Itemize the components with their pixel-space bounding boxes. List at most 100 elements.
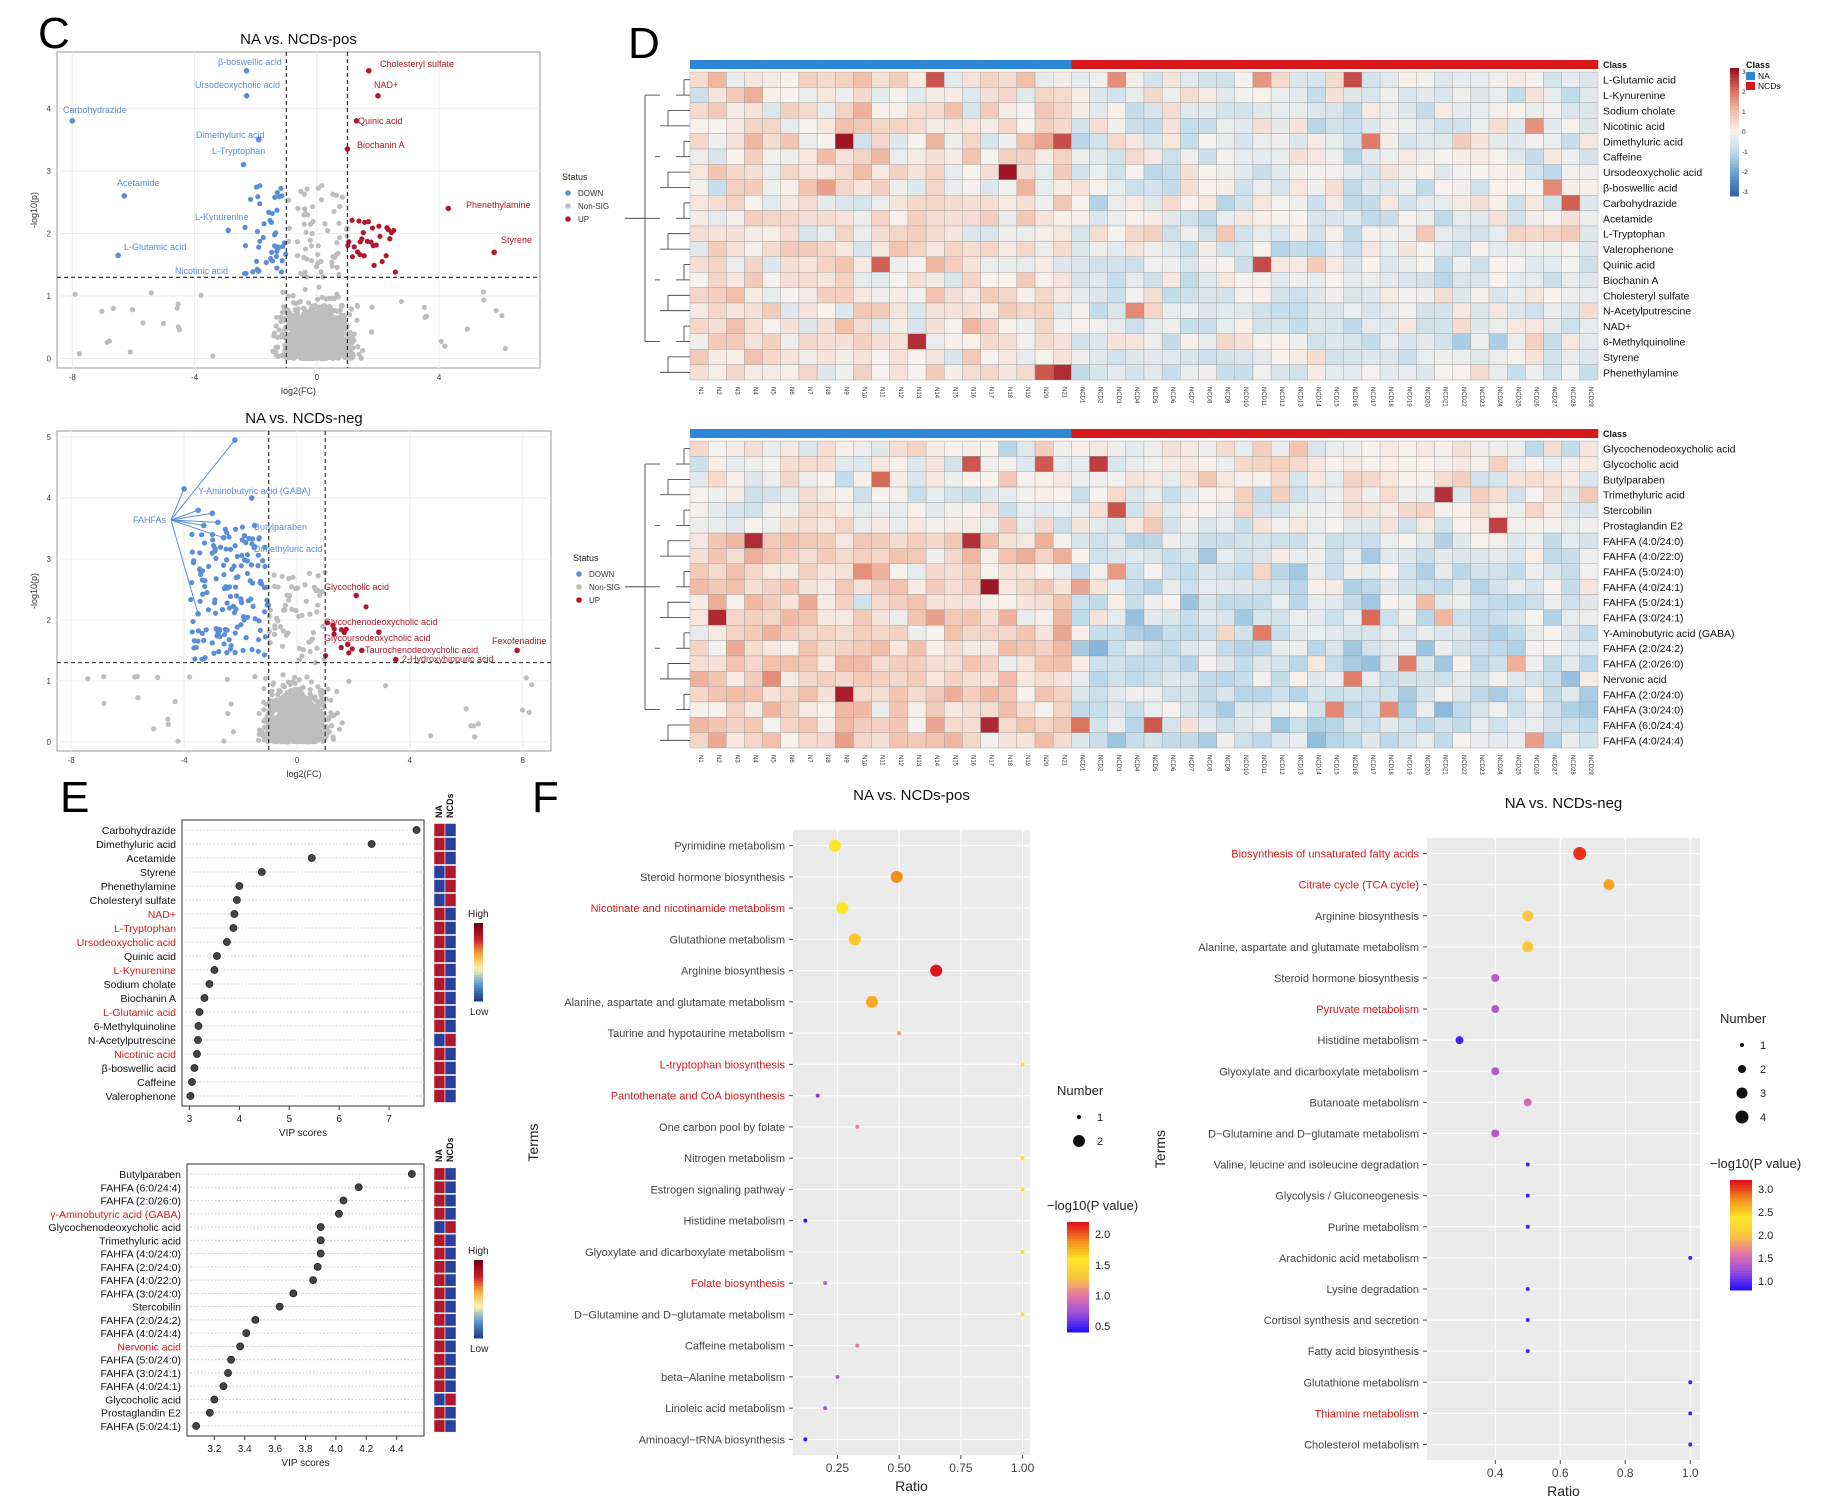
heatmap-cell (1125, 548, 1145, 565)
heatmap-cell (1543, 71, 1562, 88)
point-non-sig (526, 709, 532, 715)
color-scale-tick: 3 (1742, 69, 1746, 76)
color-scale-step (1730, 189, 1739, 194)
heatmap-cell (1052, 471, 1072, 488)
col-label-n20: N20 (1042, 387, 1048, 399)
heatmap-cell (980, 594, 999, 611)
row-label-nicotinic-acid: Nicotinic acid (1603, 121, 1665, 133)
heatmap-cell (1561, 333, 1581, 350)
heatmap-cell (726, 179, 745, 196)
point-l-tryptophan (240, 161, 247, 168)
point-non-sig (279, 643, 286, 649)
point-down (210, 537, 216, 543)
heatmap-cell (835, 548, 854, 565)
heatmap-cell (1270, 532, 1290, 549)
heatmap-cell (1143, 287, 1163, 304)
heatmap-cell (889, 532, 909, 549)
heatmap-cell (1379, 287, 1399, 304)
heatmap-cell (998, 502, 1018, 518)
row-label-l-glutamic-acid: L-Glutamic acid (1603, 75, 1676, 87)
color-scale-step (1730, 176, 1739, 181)
y-tick-label: 1 (47, 292, 52, 301)
point-non-sig (334, 240, 340, 246)
point-non-sig (309, 716, 315, 722)
heatmap-cell (1452, 272, 1472, 288)
class-bar-cell (1561, 60, 1581, 69)
point-non-sig (148, 290, 154, 296)
y-tick-label: 2 (47, 229, 52, 238)
heatmap-cell (798, 179, 818, 196)
point-non-sig (354, 302, 360, 309)
heatmap-cell (889, 210, 909, 227)
heatmap-cell (980, 241, 999, 257)
point-down (239, 552, 245, 559)
point-fahfa (215, 519, 221, 526)
heatmap-cell (1089, 87, 1108, 104)
heatmap-cell (726, 210, 745, 227)
heatmap-cell (1579, 333, 1599, 350)
point-down (257, 238, 263, 244)
heatmap-cell (980, 532, 999, 549)
class-legend-swatch-ncds (1746, 82, 1755, 90)
heatmap-cell (1416, 272, 1435, 288)
heatmap-cell (889, 164, 909, 180)
heatmap-cell (835, 287, 854, 304)
heatmap-cell (780, 133, 800, 150)
label-ursodeoxycholic-acid: Ursodeoxycholic acid (195, 80, 280, 90)
heatmap-cell (1379, 333, 1399, 350)
point-down (283, 251, 289, 257)
heatmap-cell (1379, 548, 1399, 565)
point-non-sig (280, 682, 286, 688)
heatmap-cell (1307, 502, 1326, 518)
heatmap-cell (1234, 272, 1254, 288)
heatmap-cell (1252, 532, 1272, 549)
col-label-ncd14: NCD14 (1315, 387, 1321, 407)
heatmap-cell (1143, 210, 1163, 227)
heatmap-cell (1016, 318, 1036, 334)
point-down (255, 194, 261, 200)
heatmap-cell (871, 164, 890, 180)
heatmap-cell (1016, 440, 1036, 457)
heatmap-cell (944, 502, 963, 518)
heatmap-cell (1071, 225, 1090, 242)
heatmap-cell (744, 133, 763, 150)
heatmap-cell (1161, 225, 1181, 242)
heatmap-cell (1125, 349, 1145, 365)
point-non-sig (270, 680, 277, 686)
heatmap-cell (1161, 563, 1181, 580)
point-non-sig (330, 253, 336, 260)
heatmap-cell (762, 241, 782, 257)
class-bar-cell (1343, 60, 1363, 69)
heatmap-cell (1089, 318, 1108, 334)
heatmap-cell (853, 594, 872, 611)
class-bar-cell (853, 60, 872, 69)
heatmap-cell (907, 256, 927, 273)
legend-swatch-non-sig (565, 203, 571, 209)
class-bar-cell (1416, 429, 1435, 438)
heatmap-cell (1071, 333, 1090, 350)
class-legend-swatch-na (1746, 72, 1755, 80)
heatmap-cell (1561, 517, 1581, 534)
heatmap-cell (1525, 440, 1544, 457)
point-down (234, 553, 240, 559)
heatmap-cell (1198, 272, 1217, 288)
point-acetamide (121, 193, 128, 199)
point-non-sig (270, 348, 276, 354)
class-bar-cell (726, 60, 745, 69)
heatmap-cell (962, 256, 981, 273)
point-down (241, 617, 247, 623)
x-tick-label: 4 (437, 373, 442, 382)
class-bar-cell (871, 60, 891, 69)
point-down (213, 555, 219, 561)
heatmap-cell (1307, 164, 1326, 180)
heatmap-cell (1071, 133, 1090, 150)
heatmap-cell (1252, 241, 1272, 257)
heatmap-cell (1180, 272, 1199, 288)
heatmap-cell (1470, 133, 1490, 150)
heatmap-cell (1071, 71, 1090, 88)
point-non-sig (320, 734, 326, 740)
heatmap-cell (1579, 272, 1599, 288)
legend-label-non-sig: Non-SIG (578, 202, 609, 211)
heatmap-cell (1361, 594, 1381, 611)
